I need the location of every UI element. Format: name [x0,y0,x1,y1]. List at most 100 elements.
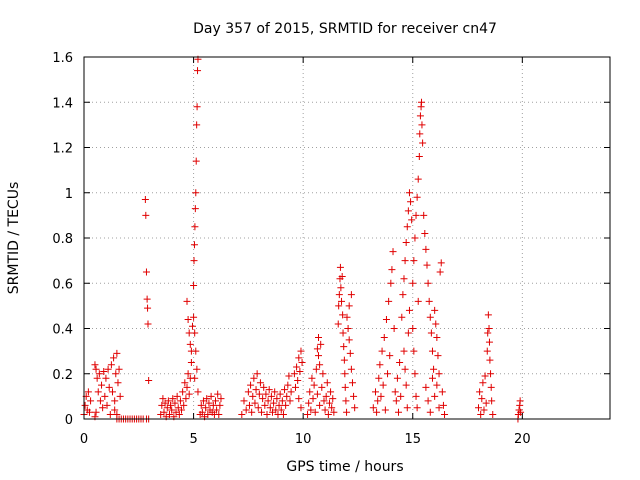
data-point [110,354,118,362]
data-point [178,406,186,414]
data-point [516,397,524,405]
data-point [287,388,295,396]
x-tick-label: 15 [404,432,421,447]
data-point [258,408,266,416]
data-point [401,365,409,373]
data-point [305,399,313,407]
y-tick-label: 1.2 [52,142,73,157]
data-point [438,388,446,396]
data-point [106,410,114,418]
y-tick-label: 1.6 [52,51,73,66]
data-point [290,370,298,378]
data-point [403,404,411,412]
data-point [84,388,92,396]
data-point [310,381,318,389]
data-point [100,367,108,375]
data-point [483,347,491,355]
data-point [194,67,202,75]
data-point [350,392,358,400]
data-point [409,279,417,287]
data-point [81,401,89,409]
data-point [401,257,409,265]
data-point [475,404,482,412]
data-point [296,367,304,375]
data-point [313,345,321,353]
data-point [392,397,400,405]
data-point [376,361,384,369]
data-point [238,410,246,418]
data-point [240,397,248,405]
data-point [421,229,429,237]
data-point [271,388,279,396]
data-point [248,408,256,416]
data-point [143,295,151,303]
data-point [184,370,192,378]
chart-title: Day 357 of 2015, SRMTID for receiver cn4… [193,21,497,37]
data-point [441,410,449,418]
data-point [286,397,294,405]
data-point [395,408,403,416]
data-point [479,379,487,387]
data-point [279,410,287,418]
data-point [251,399,259,407]
data-point [329,395,337,403]
data-point [87,397,95,405]
data-point [181,379,189,387]
data-point [249,392,257,400]
data-point [322,392,330,400]
data-point [316,401,324,409]
data-point [343,313,351,321]
plot-frame [83,56,611,420]
data-point [341,383,349,391]
data-point [420,211,428,219]
data-point [264,397,272,405]
data-point [411,234,419,242]
data-point [334,320,342,328]
data-point [307,406,315,414]
y-tick-label: 1 [65,187,73,202]
data-point [193,121,201,129]
y-tick-label: 0 [65,413,73,428]
data-point [165,410,173,418]
data-point [315,352,323,360]
x-tick-label: 20 [514,432,531,447]
data-point [418,121,426,129]
data-point [297,404,305,412]
data-point [388,266,396,274]
data-point [104,365,112,373]
data-point [159,395,167,403]
data-point [488,397,496,405]
data-point [434,352,442,360]
data-point [176,397,184,405]
data-point [262,390,270,398]
data-point [328,404,336,412]
data-point [190,282,198,290]
data-point [480,406,488,414]
data-point [413,193,421,201]
data-point [115,365,123,373]
data-point [415,153,423,161]
y-tick-label: 0.8 [52,232,73,247]
data-point [410,257,418,265]
data-point [203,395,211,403]
data-point [180,401,188,409]
data-point [407,198,415,206]
data-point [114,379,122,387]
data-point [374,397,382,405]
data-point [116,392,124,400]
data-point [390,325,398,332]
data-point [436,268,444,276]
data-point [343,408,351,416]
data-point [204,410,212,418]
data-point [245,401,253,409]
data-point [335,302,343,310]
data-point [91,361,99,369]
data-point [339,311,347,319]
data-point [112,370,120,378]
data-point [485,338,493,346]
data-point [320,397,328,405]
data-point [198,408,206,416]
data-point [345,336,353,344]
data-point [293,363,301,371]
data-point [393,374,401,382]
